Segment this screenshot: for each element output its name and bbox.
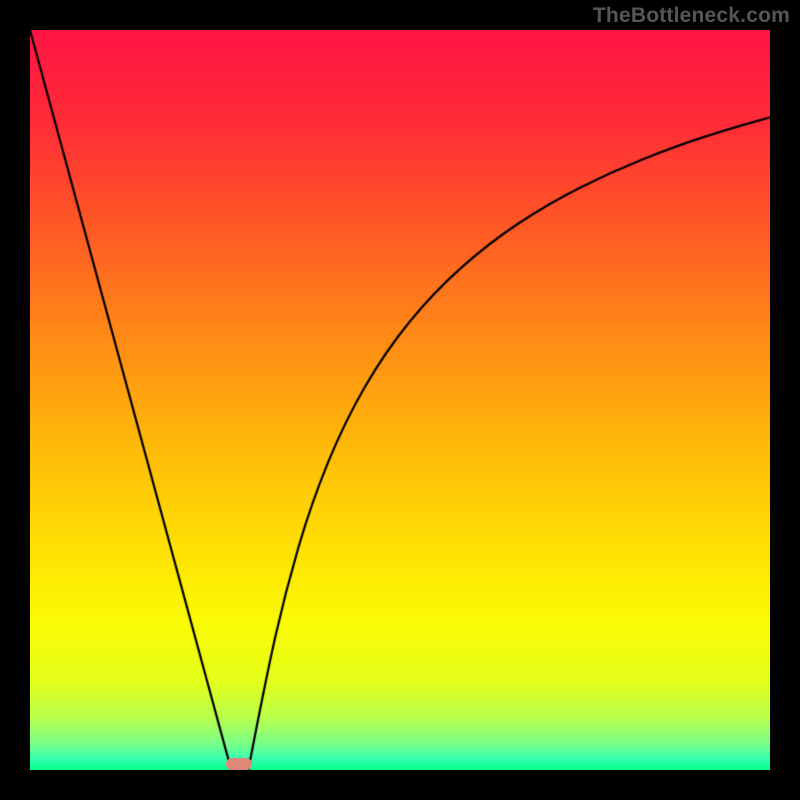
chart-container: TheBottleneck.com (0, 0, 800, 800)
bottleneck-chart (30, 30, 770, 770)
watermark-text: TheBottleneck.com (593, 4, 790, 28)
optimal-point-marker (226, 758, 252, 770)
